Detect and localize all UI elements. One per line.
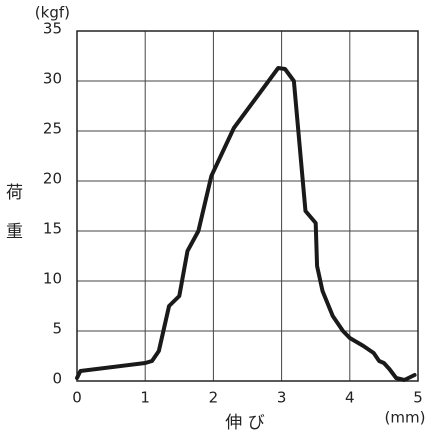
x-tick-label: 2: [209, 389, 219, 407]
y-tick-label: 10: [43, 270, 62, 288]
y-tick-label: 0: [52, 370, 62, 388]
y-tick-label: 15: [43, 220, 62, 238]
x-unit: (mm): [385, 409, 426, 427]
data-line: [75, 66, 417, 382]
x-tick-label: 1: [140, 389, 150, 407]
x-tick-label: 4: [345, 389, 355, 407]
y-tick-label: 30: [43, 70, 62, 88]
x-axis-label: 伸 び: [225, 413, 264, 433]
y-axis-label: 荷重: [2, 183, 23, 261]
x-tick-label: 5: [413, 389, 423, 407]
y-unit: (kgf): [35, 4, 70, 22]
x-tick-label: 3: [277, 389, 287, 407]
y-tick-label: 5: [52, 320, 62, 338]
x-tick-label: 0: [72, 389, 82, 407]
plot-frame: [76, 30, 419, 382]
y-tick-label: 25: [43, 120, 62, 138]
y-tick-label: 35: [43, 20, 62, 38]
y-tick-label: 20: [43, 170, 62, 188]
